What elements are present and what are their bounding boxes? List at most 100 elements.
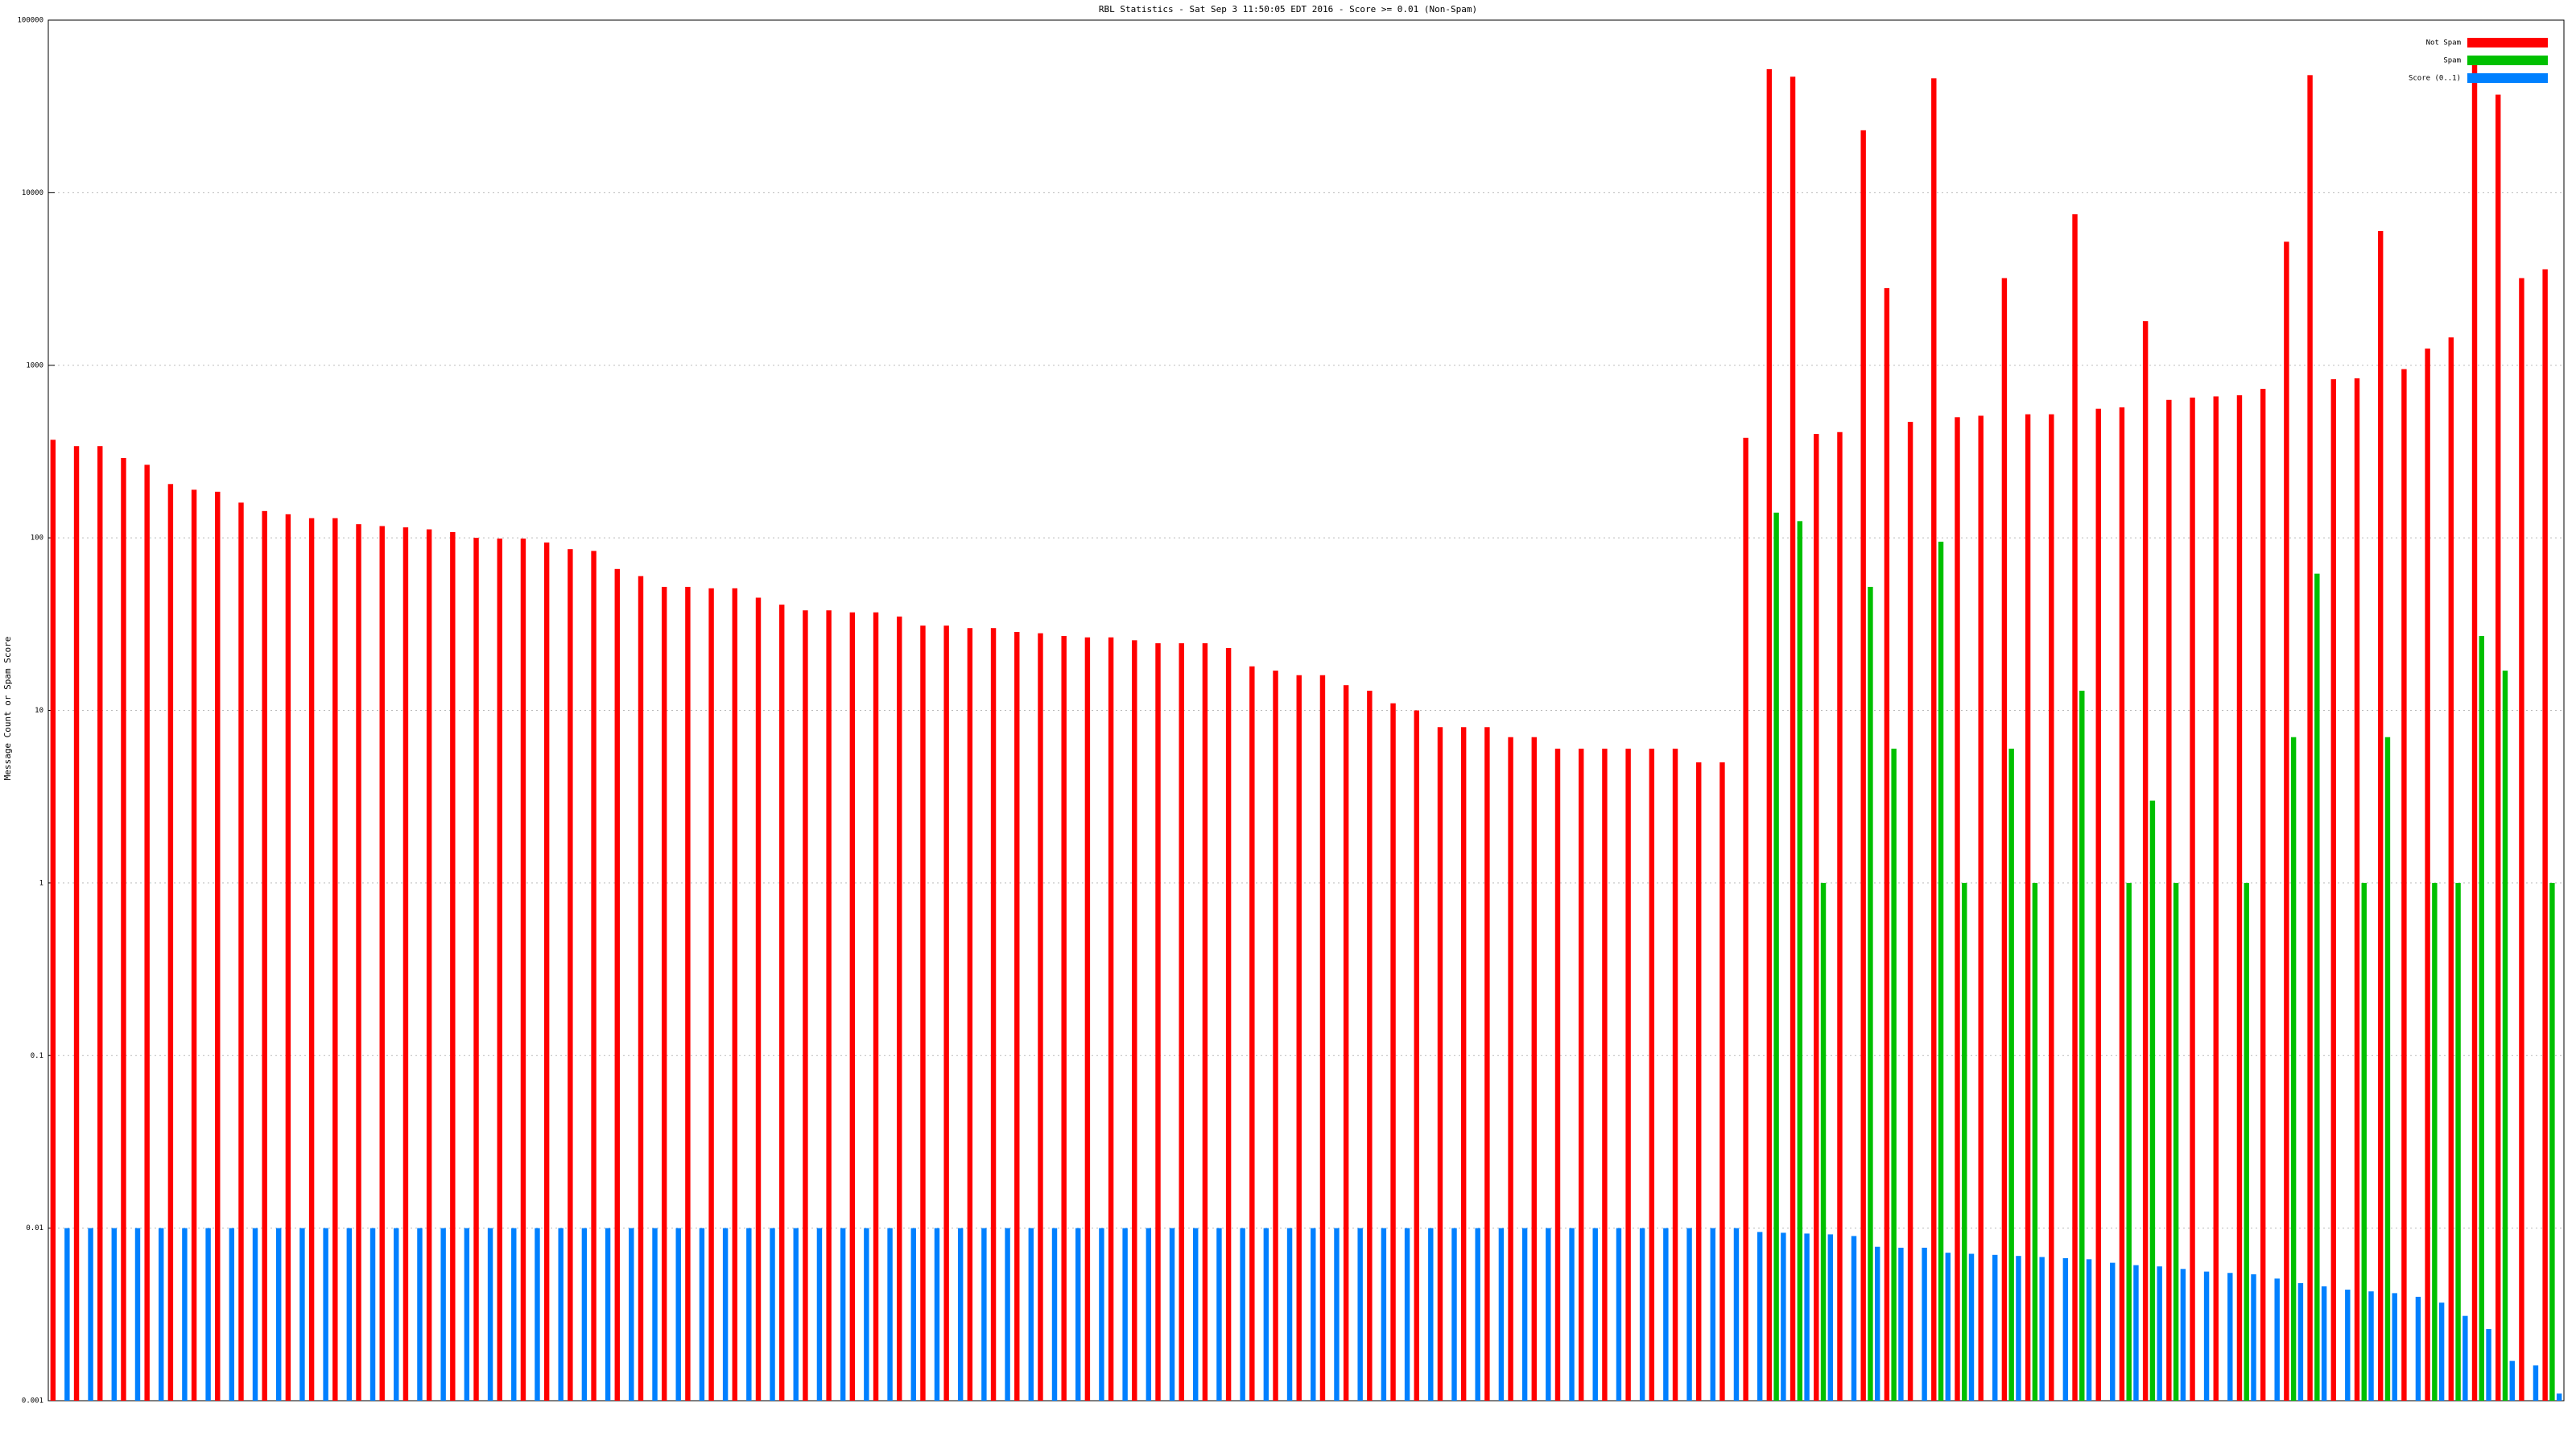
bar: [1428, 1228, 1434, 1401]
bar: [1891, 749, 1897, 1401]
bar: [2297, 1282, 2304, 1401]
y-tick-label: 100000: [17, 17, 43, 25]
y-tick-label: 0.1: [31, 1052, 43, 1060]
legend-label: Score (0..1): [2409, 75, 2461, 83]
bar: [1907, 422, 1913, 1402]
bar: [2095, 408, 2101, 1401]
bar: [2462, 1315, 2468, 1401]
bar: [558, 1228, 564, 1401]
bar: [1978, 415, 1984, 1401]
bar: [732, 588, 738, 1401]
bar: [957, 1228, 964, 1401]
bar: [2284, 242, 2289, 1401]
y-tick-label: 1000: [26, 361, 43, 369]
bar: [1546, 1228, 1551, 1401]
bar: [920, 625, 926, 1401]
bar: [816, 1228, 823, 1401]
bar: [1625, 749, 1631, 1401]
bar: [1014, 631, 1020, 1401]
bar: [2401, 369, 2407, 1401]
bar: [2110, 1262, 2116, 1401]
bar: [897, 616, 902, 1401]
bar: [346, 1228, 353, 1401]
bar: [2142, 321, 2149, 1401]
bar: [276, 1228, 282, 1401]
bar: [1781, 1232, 1786, 1401]
bar: [2307, 75, 2313, 1402]
bar: [2542, 269, 2548, 1401]
bar: [182, 1228, 188, 1401]
bar: [1922, 1247, 1927, 1401]
bar: [675, 1228, 681, 1401]
bar: [2519, 278, 2524, 1401]
bar: [1766, 68, 1773, 1401]
bar: [1884, 287, 1890, 1401]
bar: [779, 605, 785, 1401]
y-axis-label: Message Count or Spam Score: [2, 637, 13, 781]
bar: [229, 1228, 235, 1401]
bar: [1155, 643, 1161, 1401]
bar: [2062, 1257, 2069, 1401]
bar: [252, 1228, 258, 1401]
bar: [793, 1228, 799, 1401]
bar: [473, 538, 479, 1401]
bar: [629, 1228, 634, 1401]
bar: [464, 1228, 470, 1401]
bar: [1273, 671, 1278, 1401]
y-tick-label: 10: [35, 707, 43, 715]
bar: [1390, 703, 1396, 1401]
bar: [2486, 1329, 2491, 1401]
bar: [2290, 737, 2297, 1401]
bar: [826, 610, 832, 1401]
bar: [1508, 737, 1513, 1401]
bar: [1804, 1233, 1810, 1401]
y-tick-label: 100: [31, 535, 43, 543]
bar: [394, 1228, 399, 1401]
legend-label: Spam: [2443, 57, 2461, 65]
legend-swatch: [2467, 38, 2548, 47]
bar: [2213, 396, 2219, 1401]
bar: [2086, 1259, 2092, 1401]
bar: [1827, 1234, 1833, 1401]
bar: [591, 551, 597, 1401]
bar: [840, 1228, 846, 1401]
bar: [1968, 1253, 1975, 1401]
y-tick-label: 1: [39, 879, 43, 887]
bar: [1286, 1228, 1293, 1401]
bar: [299, 1228, 305, 1401]
bar: [356, 524, 361, 1401]
bar: [1649, 749, 1655, 1401]
bar: [1962, 882, 1967, 1401]
bar: [1202, 643, 1208, 1401]
bar: [2321, 1286, 2327, 1401]
bar: [144, 464, 150, 1402]
bar: [1860, 130, 1866, 1401]
bar: [2471, 64, 2478, 1401]
bar: [685, 587, 691, 1401]
bar: [2533, 1365, 2539, 1401]
bar: [487, 1228, 493, 1401]
bar: [2008, 749, 2014, 1401]
bar: [2425, 348, 2430, 1402]
bar: [1757, 1232, 1763, 1401]
bar: [943, 625, 949, 1401]
bar: [121, 457, 126, 1401]
bar: [1797, 521, 1803, 1402]
bar: [511, 1228, 517, 1401]
bar: [1790, 76, 1796, 1401]
bar: [755, 597, 762, 1401]
bar: [2149, 800, 2156, 1401]
bar: [2455, 882, 2461, 1401]
bar: [2438, 1302, 2445, 1401]
bar: [2502, 671, 2508, 1401]
bar: [1874, 1246, 1880, 1401]
bar: [2039, 1257, 2045, 1401]
bar: [1554, 749, 1561, 1401]
bar: [1710, 1228, 1715, 1401]
bar: [1075, 1228, 1081, 1401]
bar: [1146, 1228, 1152, 1401]
bar: [2119, 407, 2125, 1401]
bar: [1099, 1228, 1104, 1401]
bar: [1992, 1254, 1998, 1401]
